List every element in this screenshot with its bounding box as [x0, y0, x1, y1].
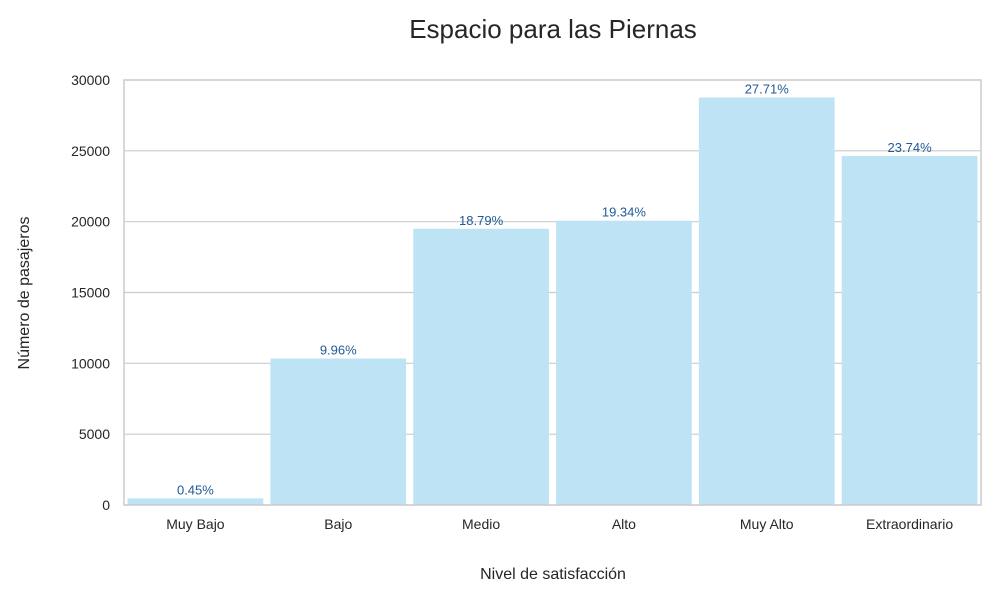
bar-value-label: 0.45% [177, 482, 214, 497]
y-tick-label: 5000 [79, 426, 110, 442]
y-tick-label: 15000 [71, 285, 110, 301]
bar-value-label: 23.74% [888, 140, 933, 155]
bar-5 [841, 155, 978, 505]
chart-title: Espacio para las Piernas [409, 14, 697, 44]
bar-value-label: 27.71% [745, 82, 790, 97]
x-tick-labels: Muy Bajo Bajo Medio Alto Muy Alto Extraordina… [166, 516, 953, 532]
x-tick-label: Alto [612, 516, 636, 532]
bars [127, 97, 978, 506]
bar-value-labels: 0.45% 9.96% 18.79% 19.34% 27.71% 23.74% [177, 82, 932, 498]
bar-value-label: 18.79% [459, 213, 504, 228]
y-tick-label: 25000 [71, 143, 110, 159]
y-tick-label: 30000 [71, 72, 110, 88]
y-axis-label: Número de pasajeros [16, 217, 33, 370]
bar-0 [127, 498, 264, 505]
y-tick-label: 10000 [71, 355, 110, 371]
x-tick-label: Medio [462, 516, 500, 532]
x-tick-label: Extraordinario [866, 516, 953, 532]
x-axis-label: Nivel de satisfacción [480, 566, 626, 583]
bar-1 [270, 358, 407, 505]
y-tick-labels: 0 5000 10000 15000 20000 25000 30000 [71, 72, 110, 513]
bar-4 [698, 97, 835, 506]
x-tick-label: Muy Alto [740, 516, 794, 532]
x-tick-label: Bajo [324, 516, 352, 532]
bar-3 [556, 220, 692, 506]
x-tick-label: Muy Bajo [166, 516, 225, 532]
plot-frame [123, 79, 982, 506]
y-tick-label: 0 [102, 497, 110, 513]
bar-value-label: 9.96% [320, 343, 357, 358]
bar-2 [413, 228, 549, 505]
y-tick-label: 20000 [71, 214, 110, 230]
bar-value-label: 19.34% [602, 205, 647, 220]
